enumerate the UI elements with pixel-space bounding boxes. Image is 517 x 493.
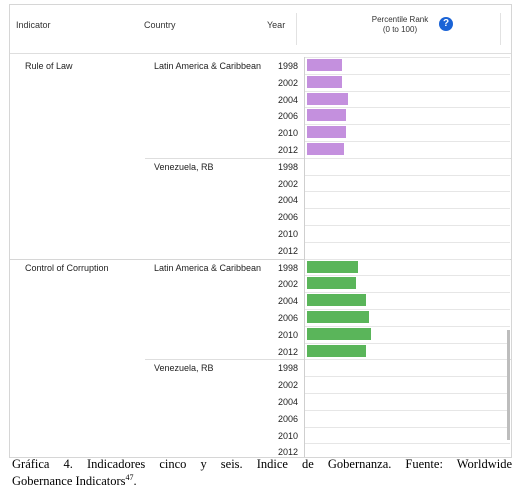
bar[interactable] [307, 327, 372, 340]
percentile-rank-header: Percentile Rank [371, 15, 429, 24]
caption-end: . [133, 474, 137, 489]
year-label: 2010 [277, 430, 299, 441]
plot-cell [305, 258, 510, 276]
country-column-header[interactable]: Country [144, 20, 176, 30]
year-label: 2002 [277, 279, 299, 290]
plot-cell [305, 107, 510, 124]
bar[interactable] [307, 59, 343, 71]
year-label: 2004 [277, 396, 299, 407]
year-label: 2002 [277, 380, 299, 391]
group-separator [10, 258, 511, 260]
country-label: Latin America & Caribbean [154, 61, 262, 71]
plot-cell [305, 157, 510, 175]
plot-cell [305, 308, 510, 326]
year-label: 2010 [277, 229, 299, 239]
year-label: 2006 [277, 212, 299, 223]
plot-cell [305, 325, 510, 343]
plot-cell [305, 57, 510, 74]
year-label: 2004 [277, 195, 299, 206]
year-label: 2002 [277, 178, 299, 189]
chart-panel: Indicator Country Year Percentile Rank (… [9, 4, 512, 458]
indicator-column-header[interactable]: Indicator [16, 20, 51, 30]
plot-cell [305, 225, 510, 242]
year-label: 1998 [277, 363, 299, 374]
plot-cell [305, 90, 510, 108]
year-label: 1998 [277, 161, 299, 172]
year-label: 2012 [277, 145, 299, 155]
plot-cell [305, 292, 510, 309]
bar[interactable] [307, 109, 346, 122]
header-divider [296, 13, 297, 45]
year-column-header[interactable]: Year [267, 20, 286, 30]
plot-cell [305, 426, 510, 444]
bar[interactable] [307, 260, 358, 273]
plot-axis-line [304, 57, 305, 158]
year-label: 2010 [277, 329, 299, 340]
table-header: Indicator Country Year Percentile Rank (… [10, 5, 511, 54]
bar[interactable] [307, 92, 348, 105]
bar[interactable] [307, 294, 366, 307]
plot-cell [305, 191, 510, 208]
plot-axis-line [304, 359, 305, 457]
country-label: Venezuela, RB [154, 161, 214, 172]
year-label: 2006 [277, 312, 299, 323]
country-label: Latin America & Caribbean [154, 262, 262, 273]
indicator-label: Control of Corruption [25, 262, 109, 273]
plot-cell [305, 392, 510, 410]
plot-cell [305, 208, 510, 225]
figure-caption-line2: Gobernance Indicators47. [12, 471, 137, 488]
header-divider [500, 13, 501, 45]
figure-caption: Gráfica 4. Indicadores cinco y seis. Ind… [12, 457, 512, 471]
year-label: 1998 [277, 262, 299, 273]
plot-cell [305, 241, 510, 259]
plot-axis-line [304, 258, 305, 360]
percentile-rank-subheader: (0 to 100) [382, 25, 418, 34]
plot-cell [305, 443, 510, 457]
caption-footnote-ref: 47 [125, 473, 134, 482]
scrollbar[interactable] [507, 330, 510, 440]
year-label: 2006 [277, 111, 299, 122]
bar[interactable] [307, 277, 356, 290]
plot-cell [305, 376, 510, 393]
plot-cell [305, 73, 510, 91]
plot-cell [305, 124, 510, 141]
plot-cell [305, 174, 510, 192]
year-label: 1998 [277, 61, 299, 71]
plot-cell [305, 275, 510, 292]
year-label: 2010 [277, 128, 299, 139]
bar[interactable] [307, 75, 343, 88]
bar[interactable] [307, 143, 345, 155]
plot-cell [305, 342, 510, 360]
plot-cell [305, 359, 510, 376]
plot-cell [305, 141, 510, 158]
year-label: 2002 [277, 77, 299, 88]
indicator-label: Rule of Law [25, 61, 73, 71]
year-label: 2004 [277, 94, 299, 105]
plot-axis-line [304, 157, 305, 259]
bar[interactable] [307, 126, 346, 139]
help-icon[interactable]: ? [439, 17, 453, 31]
year-label: 2012 [277, 346, 299, 357]
bar[interactable] [307, 310, 370, 323]
bar[interactable] [307, 344, 366, 357]
plot-cell [305, 409, 510, 427]
caption-source: Gobernance Indicators [12, 474, 126, 489]
country-label: Venezuela, RB [154, 363, 214, 374]
year-label: 2004 [277, 296, 299, 307]
year-label: 2012 [277, 245, 299, 256]
year-label: 2006 [277, 413, 299, 424]
year-label: 2012 [277, 447, 299, 458]
